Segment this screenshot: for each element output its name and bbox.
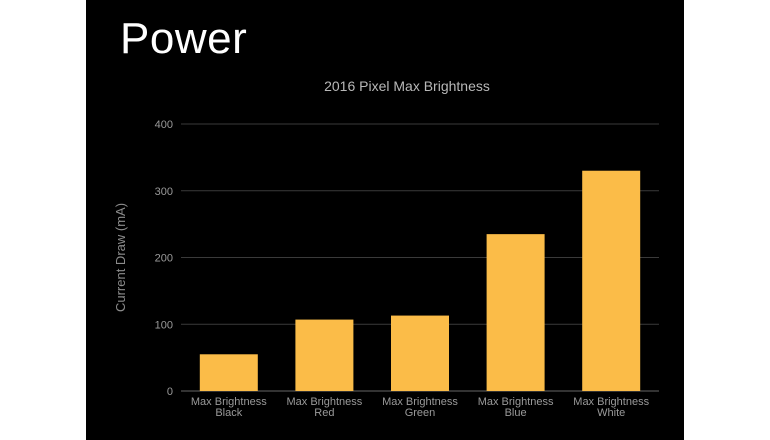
y-axis-label: Current Draw (mA) <box>113 203 128 312</box>
x-category-label: Max Brightness Red <box>286 396 362 419</box>
bar <box>486 234 545 391</box>
slide: Power 2016 Pixel Max Brightness Current … <box>86 0 684 440</box>
x-category-label: Max Brightness Blue <box>478 396 554 419</box>
y-tick-label: 100 <box>155 319 173 331</box>
x-category-label: Max Brightness White <box>573 396 649 419</box>
bar <box>391 315 449 391</box>
x-category-label: Max Brightness Green <box>382 396 458 419</box>
y-tick-label: 300 <box>155 186 173 198</box>
y-tick-label: 400 <box>155 119 173 131</box>
x-category-label: Max Brightness Black <box>191 396 267 419</box>
y-tick-label: 0 <box>167 386 173 398</box>
bar <box>199 354 258 391</box>
bar <box>295 319 354 391</box>
bar-chart: 2016 Pixel Max Brightness Current Draw (… <box>113 78 659 419</box>
slide-title: Power <box>120 14 248 63</box>
chart-title: 2016 Pixel Max Brightness <box>324 78 490 94</box>
y-tick-label: 200 <box>155 253 173 265</box>
bar <box>582 170 641 391</box>
